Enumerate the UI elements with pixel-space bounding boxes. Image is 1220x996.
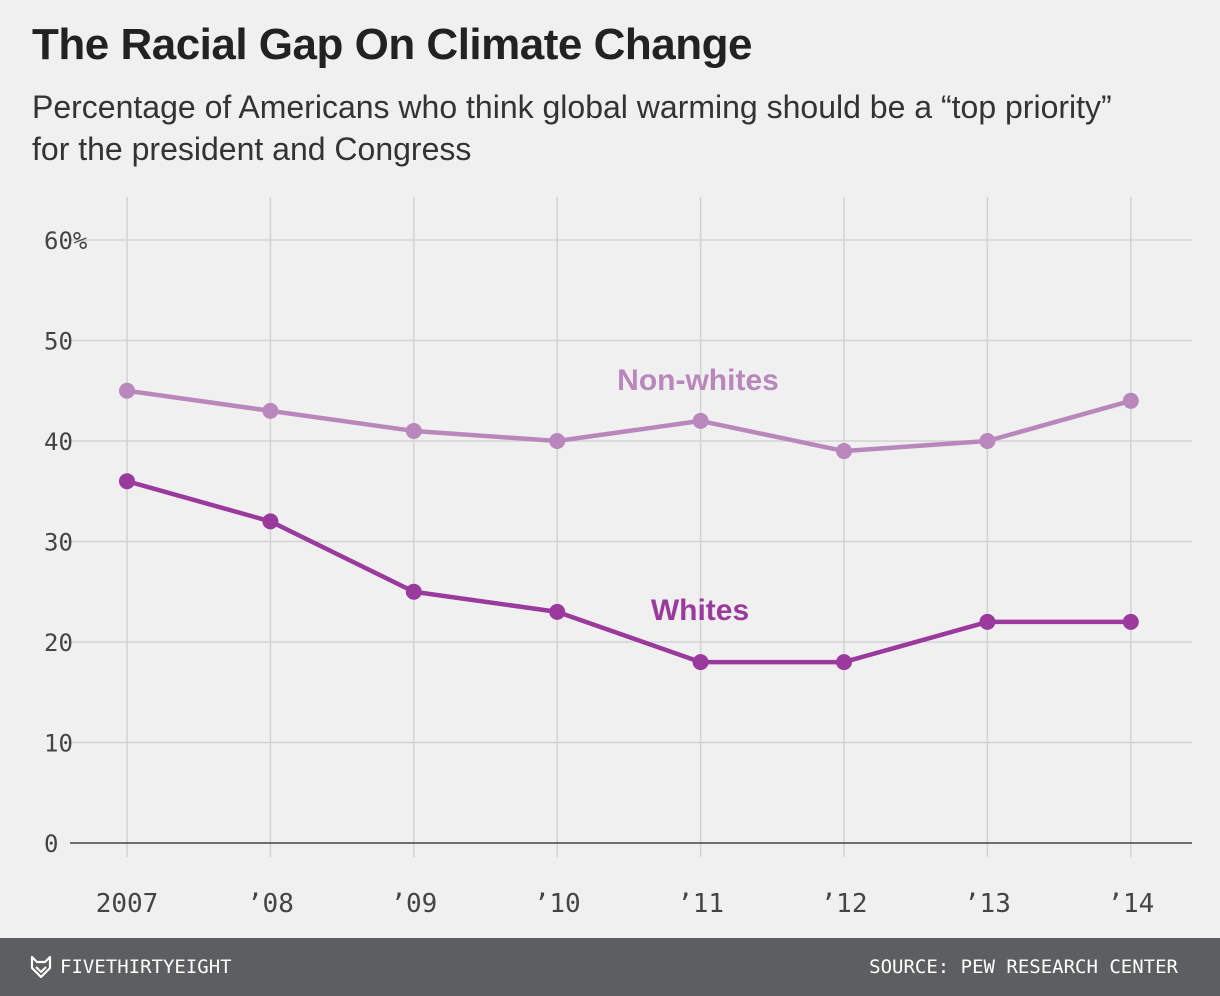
data-point-non-whites <box>1122 392 1139 409</box>
data-point-whites <box>979 613 996 630</box>
chart-subtitle: Percentage of Americans who think global… <box>32 89 1112 167</box>
data-point-whites <box>262 513 279 530</box>
y-tick-label: 50 <box>44 328 73 356</box>
line-chart: 0 10 20 30 40 50 60% 2007 ’08 ’09 ’10 ’11 ’12 ’13 ’14 N… <box>44 197 1192 919</box>
x-tick-label: ’14 <box>1107 889 1154 919</box>
brand: FIVETHIRTYEIGHT <box>30 955 232 979</box>
x-tick-label: ’09 <box>390 889 437 919</box>
footer-bar: FIVETHIRTYEIGHT SOURCE: PEW RESEARCH CEN… <box>0 938 1220 996</box>
y-tick-label: 0 <box>44 830 58 858</box>
x-tick-label: ’12 <box>821 889 868 919</box>
data-point-whites <box>549 603 566 620</box>
x-tick-label: 2007 <box>96 889 159 919</box>
series-line-non-whites <box>124 388 1134 454</box>
data-point-whites <box>405 583 422 600</box>
data-point-non-whites <box>692 412 709 429</box>
data-point-whites <box>1122 613 1139 630</box>
series-label-whites: Whites <box>651 594 749 627</box>
data-point-non-whites <box>549 433 566 449</box>
y-tick-label: 60% <box>44 227 88 255</box>
data-point-whites <box>692 654 709 671</box>
x-tick-label: ’11 <box>677 889 724 919</box>
data-point-non-whites <box>836 443 852 460</box>
data-point-whites <box>836 654 852 671</box>
y-tick-label: 20 <box>44 629 73 657</box>
x-tick-label: ’08 <box>247 889 294 919</box>
y-tick-label: 10 <box>44 730 73 758</box>
x-tick-label: ’13 <box>964 889 1011 919</box>
brand-name: FIVETHIRTYEIGHT <box>60 956 232 978</box>
data-point-non-whites <box>119 382 135 399</box>
data-point-non-whites <box>262 402 279 419</box>
data-point-non-whites <box>979 433 996 449</box>
y-tick-label: 40 <box>44 428 73 456</box>
x-tick-label: ’10 <box>534 889 581 919</box>
source-note: SOURCE: PEW RESEARCH CENTER <box>869 956 1178 978</box>
data-point-whites <box>119 473 135 490</box>
series-line-whites <box>124 478 1134 665</box>
fox-logo-icon <box>30 955 52 979</box>
y-tick-label: 30 <box>44 529 73 557</box>
series-label-non-whites: Non-whites <box>617 364 779 397</box>
data-point-non-whites <box>405 422 422 439</box>
chart-title: The Racial Gap On Climate Change <box>32 20 752 69</box>
